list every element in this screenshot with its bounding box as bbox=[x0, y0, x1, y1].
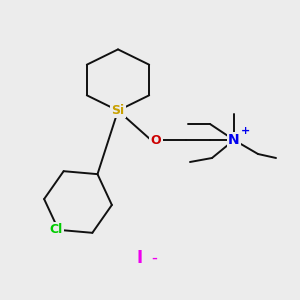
Text: I: I bbox=[137, 249, 143, 267]
Text: Si: Si bbox=[111, 104, 124, 117]
Text: N: N bbox=[228, 133, 240, 147]
Text: +: + bbox=[242, 126, 250, 136]
Text: Cl: Cl bbox=[50, 224, 63, 236]
Text: O: O bbox=[151, 134, 161, 146]
Text: -: - bbox=[151, 249, 157, 267]
